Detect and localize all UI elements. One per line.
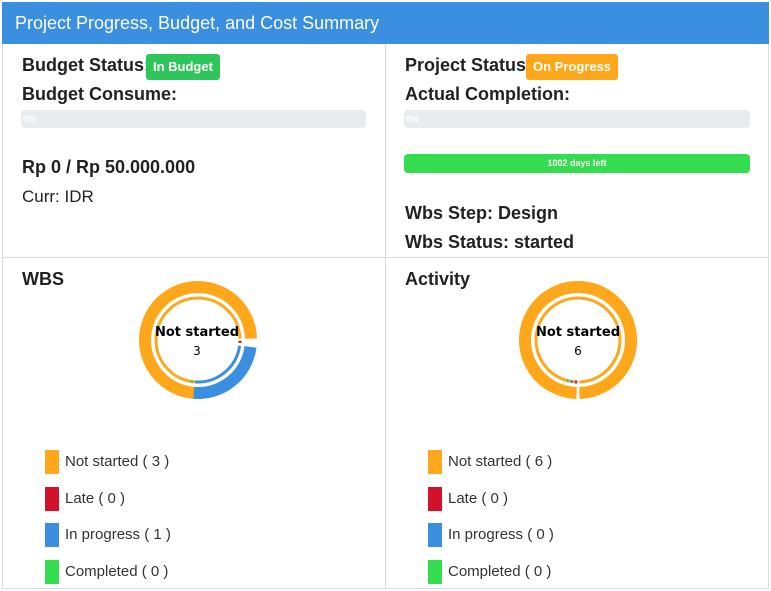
activity-slice-not-started — [519, 281, 637, 399]
activity-legend-swatch-not-started — [428, 450, 442, 474]
budget-consume-label: Budget Consume: — [22, 84, 177, 104]
budget-status-label: Budget Status: — [22, 55, 150, 75]
activity-legend-label-in-progress: In progress ( 0 ) — [448, 526, 554, 543]
budget-consume-percent: 0% — [23, 114, 37, 124]
budget-consume-progress: 0% — [21, 110, 366, 128]
wbs-step: Wbs Step: Design — [405, 203, 559, 223]
actual-completion-label: Actual Completion: — [405, 84, 570, 104]
panel-header: Project Progress, Budget, and Cost Summa… — [2, 2, 769, 44]
wbs-inner-ring-in-progress — [194, 345, 242, 384]
wbs-slice-not-started — [139, 281, 257, 399]
wbs-legend-label-late: Late ( 0 ) — [65, 489, 126, 507]
wbs-legend-swatch-late — [45, 486, 59, 511]
wbs-legend-swatch-not-started — [45, 450, 59, 474]
wbs-donut-chart — [139, 281, 257, 399]
activity-legend-swatch-in-progress — [428, 523, 442, 547]
activity-center-title: Not started — [535, 325, 621, 340]
activity-donut-chart — [519, 281, 637, 399]
actual-completion-progress: 0% — [404, 110, 750, 128]
project-status-badge: On Progress — [526, 54, 619, 80]
activity-donut-center: Not started 6 — [518, 325, 638, 358]
wbs-donut-center: Not started 3 — [137, 325, 257, 358]
activity-title: Activity — [405, 269, 471, 289]
wbs-legend-label-completed: Completed ( 0 ) — [65, 562, 169, 580]
wbs-legend-swatch-in-progress — [45, 523, 59, 547]
wbs-legend-swatch-completed — [45, 559, 59, 584]
activity-center-value: 6 — [574, 344, 582, 358]
project-status-label: Project Status: — [405, 55, 533, 75]
row-divider — [2, 257, 769, 258]
wbs-legend-label-not-started: Not started ( 3 ) — [65, 453, 170, 470]
wbs-center-title: Not started — [154, 325, 240, 340]
wbs-legend-label-in-progress: In progress ( 1 ) — [65, 526, 171, 543]
wbs-center-value: 3 — [193, 344, 201, 358]
activity-legend-swatch-completed — [428, 559, 442, 584]
activity-legend-label-not-started: Not started ( 6 ) — [448, 453, 553, 470]
actual-completion-percent: 0% — [406, 114, 420, 124]
budget-status-badge: In Budget — [146, 54, 220, 80]
activity-legend-label-completed: Completed ( 0 ) — [448, 562, 552, 580]
wbs-status: Wbs Status: started — [405, 232, 575, 252]
activity-inner-ring-not-started — [534, 296, 622, 384]
budget-amount: Rp 0 / Rp 50.000.000 — [22, 157, 196, 177]
wbs-inner-ring-not-started — [154, 296, 242, 384]
days-left-bar: 1002 days left — [404, 154, 750, 173]
activity-zero-marker-completed — [566, 378, 569, 383]
wbs-title: WBS — [22, 269, 64, 289]
column-divider — [385, 44, 386, 589]
activity-legend-label-late: Late ( 0 ) — [448, 489, 509, 507]
budget-currency: Curr: IDR — [22, 187, 94, 206]
activity-legend-swatch-late — [428, 486, 442, 511]
wbs-slice-in-progress — [193, 345, 257, 399]
